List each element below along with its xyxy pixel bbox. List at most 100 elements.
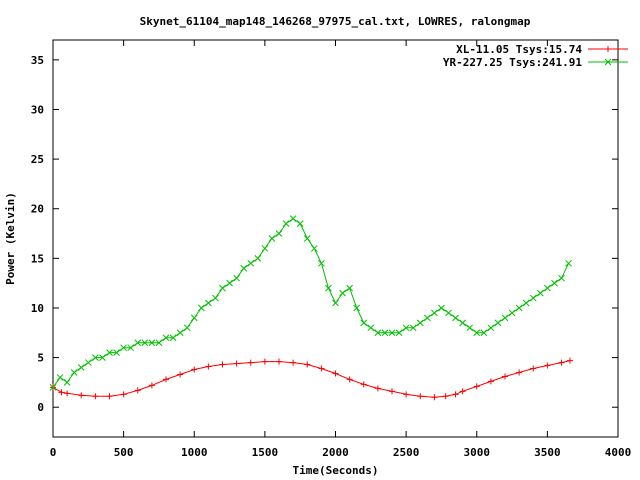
data-point — [106, 349, 113, 356]
data-point — [515, 304, 523, 312]
data-point — [212, 294, 219, 302]
legend: XL-11.05 Tsys:15.74 YR-227.25 Tsys:241.9… — [443, 43, 628, 69]
data-point — [374, 385, 381, 392]
data-point — [452, 314, 459, 322]
data-point — [275, 230, 283, 237]
x-tick-label: 4000 — [605, 446, 632, 459]
legend-entry-yr: YR-227.25 Tsys:241.91 — [443, 56, 628, 69]
data-point — [487, 378, 494, 385]
data-point — [289, 215, 297, 223]
legend-marker — [604, 58, 612, 66]
data-point — [360, 381, 367, 388]
x-tick-label: 2000 — [322, 446, 349, 459]
data-point — [148, 382, 155, 389]
data-point — [558, 359, 565, 366]
data-point — [134, 387, 141, 394]
chart-title: Skynet_61104_map148_146268_97975_cal.txt… — [140, 15, 531, 28]
data-point — [177, 371, 184, 378]
data-point — [282, 220, 290, 227]
data-point — [473, 329, 481, 337]
x-tick-label: 3500 — [534, 446, 561, 459]
data-point — [403, 391, 410, 398]
data-point — [240, 264, 248, 272]
data-point — [290, 359, 297, 366]
data-point — [318, 259, 325, 267]
data-point — [516, 369, 523, 376]
data-point — [566, 357, 573, 364]
data-point — [219, 284, 226, 292]
data-point — [332, 299, 339, 307]
x-axis-label: Time(Seconds) — [292, 464, 378, 477]
y-tick-label: 10 — [31, 302, 44, 315]
data-point — [84, 359, 92, 366]
data-point — [148, 339, 156, 347]
data-point — [233, 360, 240, 367]
legend-label: XL-11.05 Tsys:15.74 — [456, 43, 582, 56]
data-point — [120, 344, 127, 352]
data-point — [409, 324, 417, 332]
x-tick-label: 3000 — [464, 446, 491, 459]
data-point — [445, 309, 452, 317]
y-tick-label: 0 — [37, 401, 44, 414]
data-point — [176, 329, 184, 337]
data-point — [303, 235, 311, 242]
data-point — [254, 254, 262, 262]
series-layer — [49, 215, 573, 401]
data-point — [70, 369, 78, 376]
legend-marker — [605, 46, 611, 52]
data-point — [56, 374, 64, 381]
y-tick-label: 15 — [31, 252, 44, 265]
data-point — [466, 324, 474, 332]
data-point — [346, 376, 353, 383]
data-point — [64, 390, 71, 397]
data-point — [417, 393, 424, 400]
data-point — [544, 284, 551, 292]
data-point — [530, 365, 537, 372]
data-point — [247, 259, 255, 267]
data-point — [58, 389, 65, 396]
data-point — [155, 339, 163, 347]
data-point — [367, 324, 375, 332]
series-line — [52, 217, 570, 388]
data-point — [162, 334, 170, 342]
data-point — [197, 304, 205, 312]
data-point — [389, 388, 395, 395]
series-xl — [50, 357, 573, 401]
data-point — [339, 289, 346, 297]
y-tick-label: 30 — [31, 103, 44, 116]
data-point — [190, 314, 198, 322]
data-point — [502, 373, 508, 380]
data-point — [522, 299, 530, 307]
data-point — [268, 235, 276, 242]
data-point — [261, 245, 269, 252]
data-point — [92, 393, 99, 400]
data-point — [141, 339, 149, 347]
data-point — [381, 329, 389, 337]
x-tick-label: 1000 — [181, 446, 208, 459]
y-axis: 0 5 10 15 20 25 30 35 — [31, 54, 618, 414]
series-yr — [49, 215, 572, 391]
data-point — [346, 284, 353, 292]
y-tick-label: 20 — [31, 203, 44, 216]
data-point — [473, 383, 480, 390]
data-point — [77, 364, 85, 371]
data-point — [480, 329, 488, 337]
y-tick-label: 35 — [31, 54, 44, 67]
data-point — [360, 319, 368, 327]
data-point — [529, 294, 537, 302]
x-tick-label: 500 — [114, 446, 134, 459]
data-point — [261, 358, 268, 365]
data-point — [508, 309, 516, 317]
data-point — [332, 370, 339, 377]
data-point — [134, 339, 142, 347]
data-point — [325, 284, 332, 292]
data-point — [233, 274, 240, 282]
data-point — [99, 354, 106, 361]
data-point — [78, 392, 85, 399]
data-point — [501, 314, 509, 322]
data-point — [374, 329, 382, 337]
data-point — [205, 299, 212, 307]
data-point — [92, 354, 99, 361]
